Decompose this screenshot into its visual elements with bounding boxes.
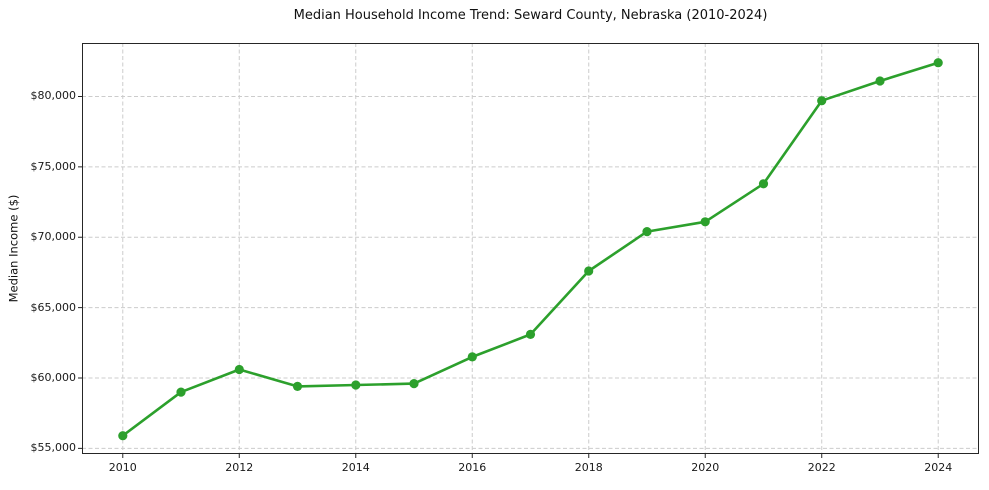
data-point-marker <box>467 352 477 362</box>
x-tick-label: 2022 <box>807 461 836 474</box>
y-tick-label: $65,000 <box>30 300 77 314</box>
data-point-marker <box>351 380 361 390</box>
x-tick-label: 2018 <box>574 461 603 474</box>
x-tick-label: 2010 <box>108 461 137 474</box>
y-tick-label: $60,000 <box>30 370 77 384</box>
series-line <box>121 61 940 438</box>
chart-title: Median Household Income Trend: Seward Co… <box>293 8 768 23</box>
y-tick-label: $75,000 <box>30 159 77 173</box>
y-tick-label: $70,000 <box>30 230 77 244</box>
y-tick-label: $55,000 <box>30 441 77 455</box>
data-point-marker <box>700 217 710 227</box>
data-point-marker <box>642 227 652 237</box>
data-point-marker <box>176 387 186 397</box>
data-point-marker <box>525 329 536 339</box>
x-tick-label: 2024 <box>924 461 953 474</box>
data-point-marker <box>875 76 885 86</box>
x-tick-label: 2020 <box>691 461 720 474</box>
y-tick-label: $80,000 <box>30 89 77 103</box>
x-tick-label: 2012 <box>225 461 254 474</box>
data-point-marker <box>584 266 594 276</box>
data-point-marker <box>409 379 419 389</box>
data-point-marker <box>118 431 128 441</box>
data-point-marker <box>758 179 769 189</box>
x-tick-label: 2014 <box>341 461 370 474</box>
data-point-marker <box>234 364 244 375</box>
data-point-marker <box>933 58 943 68</box>
data-point-marker <box>292 381 303 391</box>
data-point-marker <box>817 96 827 106</box>
x-tick-label: 2016 <box>458 461 487 474</box>
plot-border <box>82 43 979 454</box>
